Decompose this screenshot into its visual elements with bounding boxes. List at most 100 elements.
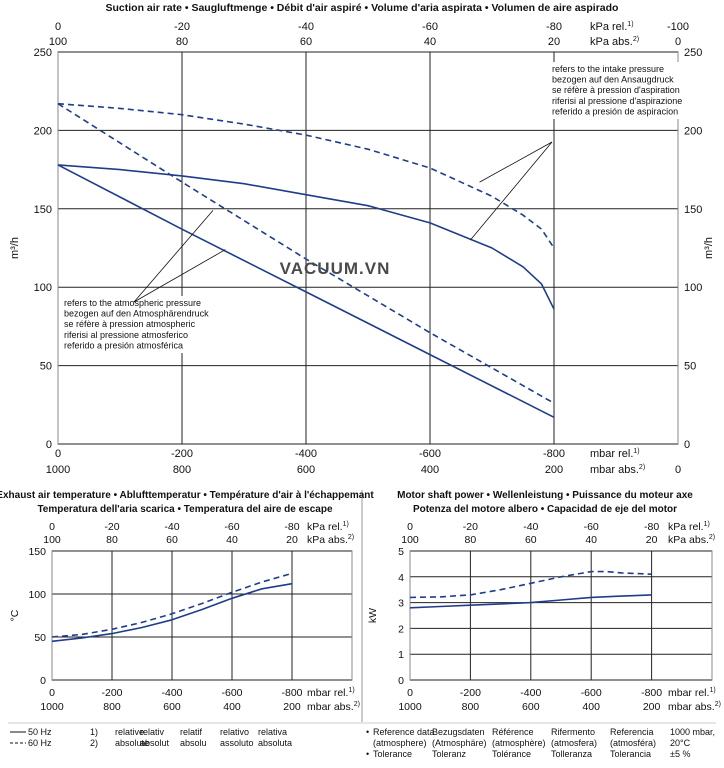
y-tick-label: 50 <box>34 632 46 644</box>
legend-label: 50 Hz <box>28 727 52 737</box>
annotation-text: referido a presión de aspiracion <box>552 106 678 116</box>
reference-translation: Tolleranza <box>551 749 592 759</box>
reference-value: 1000 mbar, <box>670 727 715 737</box>
series-line-60hz <box>57 102 555 249</box>
y-tick-label-right: 250 <box>684 47 702 59</box>
y-tick-label: 1 <box>398 649 404 661</box>
y-tick-label: 100 <box>34 282 52 294</box>
x-tick-label-abs: 0 <box>675 464 681 476</box>
series-line-60hz <box>57 103 555 404</box>
x-unit-rel: mbar rel.1) <box>590 448 640 460</box>
y-axis-label: m³/h <box>9 237 21 259</box>
top-unit-rel: kPa rel.1) <box>590 21 634 33</box>
x-tick-label-abs: 200 <box>643 701 661 713</box>
top-tick-label-abs: 0 <box>675 36 681 48</box>
reference-translation: Tolerancia <box>610 749 651 759</box>
chart-title: Motor shaft power • Wellenleistung • Pui… <box>397 490 693 501</box>
reference-value: 20°C <box>670 738 691 748</box>
chart-title: Potenza del motore albero • Capacidad de… <box>413 504 677 515</box>
reference-label: Tolerance <box>373 749 412 759</box>
chart-title: Suction air rate • Saugluftmenge • Débit… <box>106 2 619 14</box>
series-line-50hz <box>51 582 293 643</box>
footnote-word: relatif <box>180 727 203 737</box>
x-unit-abs: mbar abs.2) <box>307 701 360 713</box>
x-tick-label-abs: 600 <box>163 701 181 713</box>
x-tick-label-rel: -600 <box>221 687 242 699</box>
x-tick-label-rel: -800 <box>543 448 565 460</box>
exhaust-temperature-chart: Exhaust air temperature • Ablufttemperat… <box>0 490 374 713</box>
y-tick-label: 2 <box>398 623 404 635</box>
plot-frame <box>51 550 353 681</box>
suction-air-rate-chart: Suction air rate • Saugluftmenge • Débit… <box>9 2 715 476</box>
annotation-text: refers to the atmospheric pressure <box>64 298 201 308</box>
top-tick-label-abs: 40 <box>424 36 436 48</box>
reference-translation: (Atmosphäre) <box>432 738 487 748</box>
y-tick-label-right: 200 <box>684 125 702 137</box>
series-line-50hz <box>57 164 555 310</box>
top-tick-label-abs: 60 <box>166 534 178 546</box>
x-tick-label-abs: 400 <box>223 701 241 713</box>
reference-translation: (atmosphère) <box>492 738 546 748</box>
top-tick-label-abs: 20 <box>646 534 658 546</box>
x-tick-label-rel: -400 <box>520 687 541 699</box>
footnote-number: 1) <box>90 727 98 737</box>
y-tick-label-right: 150 <box>684 204 702 216</box>
x-tick-label-rel: 0 <box>55 448 61 460</box>
y-tick-label: 3 <box>398 598 404 610</box>
series-line-60hz <box>51 572 293 638</box>
top-tick-label-abs: 100 <box>401 534 419 546</box>
top-tick-label-rel: 0 <box>49 521 55 533</box>
x-tick-label-rel: -600 <box>419 448 441 460</box>
y-axis-label: kW <box>367 608 379 623</box>
watermark-logo: VACUUM.VN <box>280 259 391 278</box>
top-unit-rel: kPa rel.1) <box>307 521 349 533</box>
x-tick-label-abs: 400 <box>582 701 600 713</box>
reference-translation: Referencia <box>610 727 654 737</box>
annotation-leader <box>133 249 226 303</box>
top-tick-label-rel: -20 <box>174 21 190 33</box>
annotation-leader <box>469 141 553 241</box>
x-tick-label-abs: 600 <box>297 464 315 476</box>
annotation-text: referido a presión atmosférica <box>64 340 183 350</box>
plot-frame <box>409 550 713 681</box>
x-tick-label-abs: 600 <box>522 701 540 713</box>
footnote-number: 2) <box>90 738 98 748</box>
top-tick-label-rel: -80 <box>546 21 562 33</box>
reference-translation: Référence <box>492 727 534 737</box>
top-tick-label-abs: 40 <box>585 534 597 546</box>
y-axis-label-right: m³/h <box>703 237 715 259</box>
annotation-background <box>62 296 204 353</box>
x-tick-label-abs: 200 <box>545 464 563 476</box>
x-unit-rel: mbar rel.1) <box>307 687 355 699</box>
top-tick-label-rel: -40 <box>523 521 538 533</box>
annotation-background <box>550 62 692 119</box>
top-tick-label-abs: 100 <box>49 36 67 48</box>
reference-label: Reference data <box>373 727 435 737</box>
top-tick-label-abs: 80 <box>465 534 477 546</box>
motor-power-chart: Motor shaft power • Wellenleistung • Pui… <box>367 490 721 713</box>
annotation-text: se réfère à pression atmospheric <box>64 319 196 329</box>
annotation-text: riferisi al pressione d'aspirazione <box>552 96 682 106</box>
x-tick-label-rel: -200 <box>460 687 481 699</box>
y-tick-label: 200 <box>34 125 52 137</box>
x-tick-label-rel: -400 <box>295 448 317 460</box>
x-unit-rel: mbar rel.1) <box>668 687 716 699</box>
top-tick-label-rel: 0 <box>407 521 413 533</box>
top-tick-label-rel: -60 <box>224 521 239 533</box>
top-unit-rel: kPa rel.1) <box>668 521 710 533</box>
series-line-50hz <box>57 164 555 419</box>
y-tick-label: 0 <box>398 675 404 687</box>
x-tick-label-abs: 800 <box>462 701 480 713</box>
footnote-word: relative <box>115 727 144 737</box>
y-tick-label: 50 <box>40 361 52 373</box>
x-tick-label-abs: 200 <box>283 701 301 713</box>
y-axis-label: °C <box>9 609 21 621</box>
top-tick-label-rel: -40 <box>298 21 314 33</box>
top-tick-label-abs: 20 <box>548 36 560 48</box>
series-line-60hz <box>409 570 652 599</box>
top-tick-label-abs: 20 <box>286 534 298 546</box>
reference-translation: Tolérance <box>492 749 531 759</box>
x-tick-label-abs: 800 <box>103 701 121 713</box>
